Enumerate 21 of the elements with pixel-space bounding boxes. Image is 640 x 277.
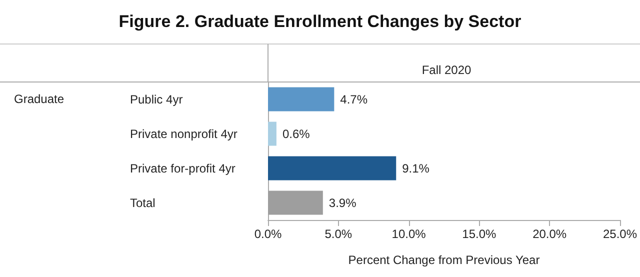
y-tick-label: Total: [130, 196, 156, 210]
data-label: 3.9%: [328, 196, 357, 210]
x-tick-label: 20.0%: [532, 227, 567, 241]
data-label: 9.1%: [402, 161, 430, 176]
bar: [268, 122, 276, 146]
x-tick-label: 0.0%: [254, 227, 282, 241]
chart-subtitle: Fall 2020: [422, 63, 472, 77]
y-tick-label: Private for-profit 4yr: [130, 161, 236, 176]
data-label: 0.6%: [282, 126, 310, 141]
y-tick-label: Public 4yr: [130, 92, 183, 106]
bar: [268, 87, 334, 112]
chart-title: Figure 2. Graduate Enrollment Changes by Sector: [118, 12, 522, 31]
x-axis-title: Percent Change from Previous Year: [348, 253, 540, 267]
x-tick-label: 25.0%: [602, 227, 638, 241]
x-tick-label: 5.0%: [324, 227, 352, 241]
x-tick-label: 10.0%: [392, 227, 426, 241]
bar: [268, 156, 396, 180]
data-label: 4.7%: [340, 92, 368, 106]
x-tick-label: 15.0%: [462, 227, 497, 241]
text: Graduate: [14, 92, 64, 106]
y-tick-label: Private nonprofit 4yr: [130, 126, 238, 141]
